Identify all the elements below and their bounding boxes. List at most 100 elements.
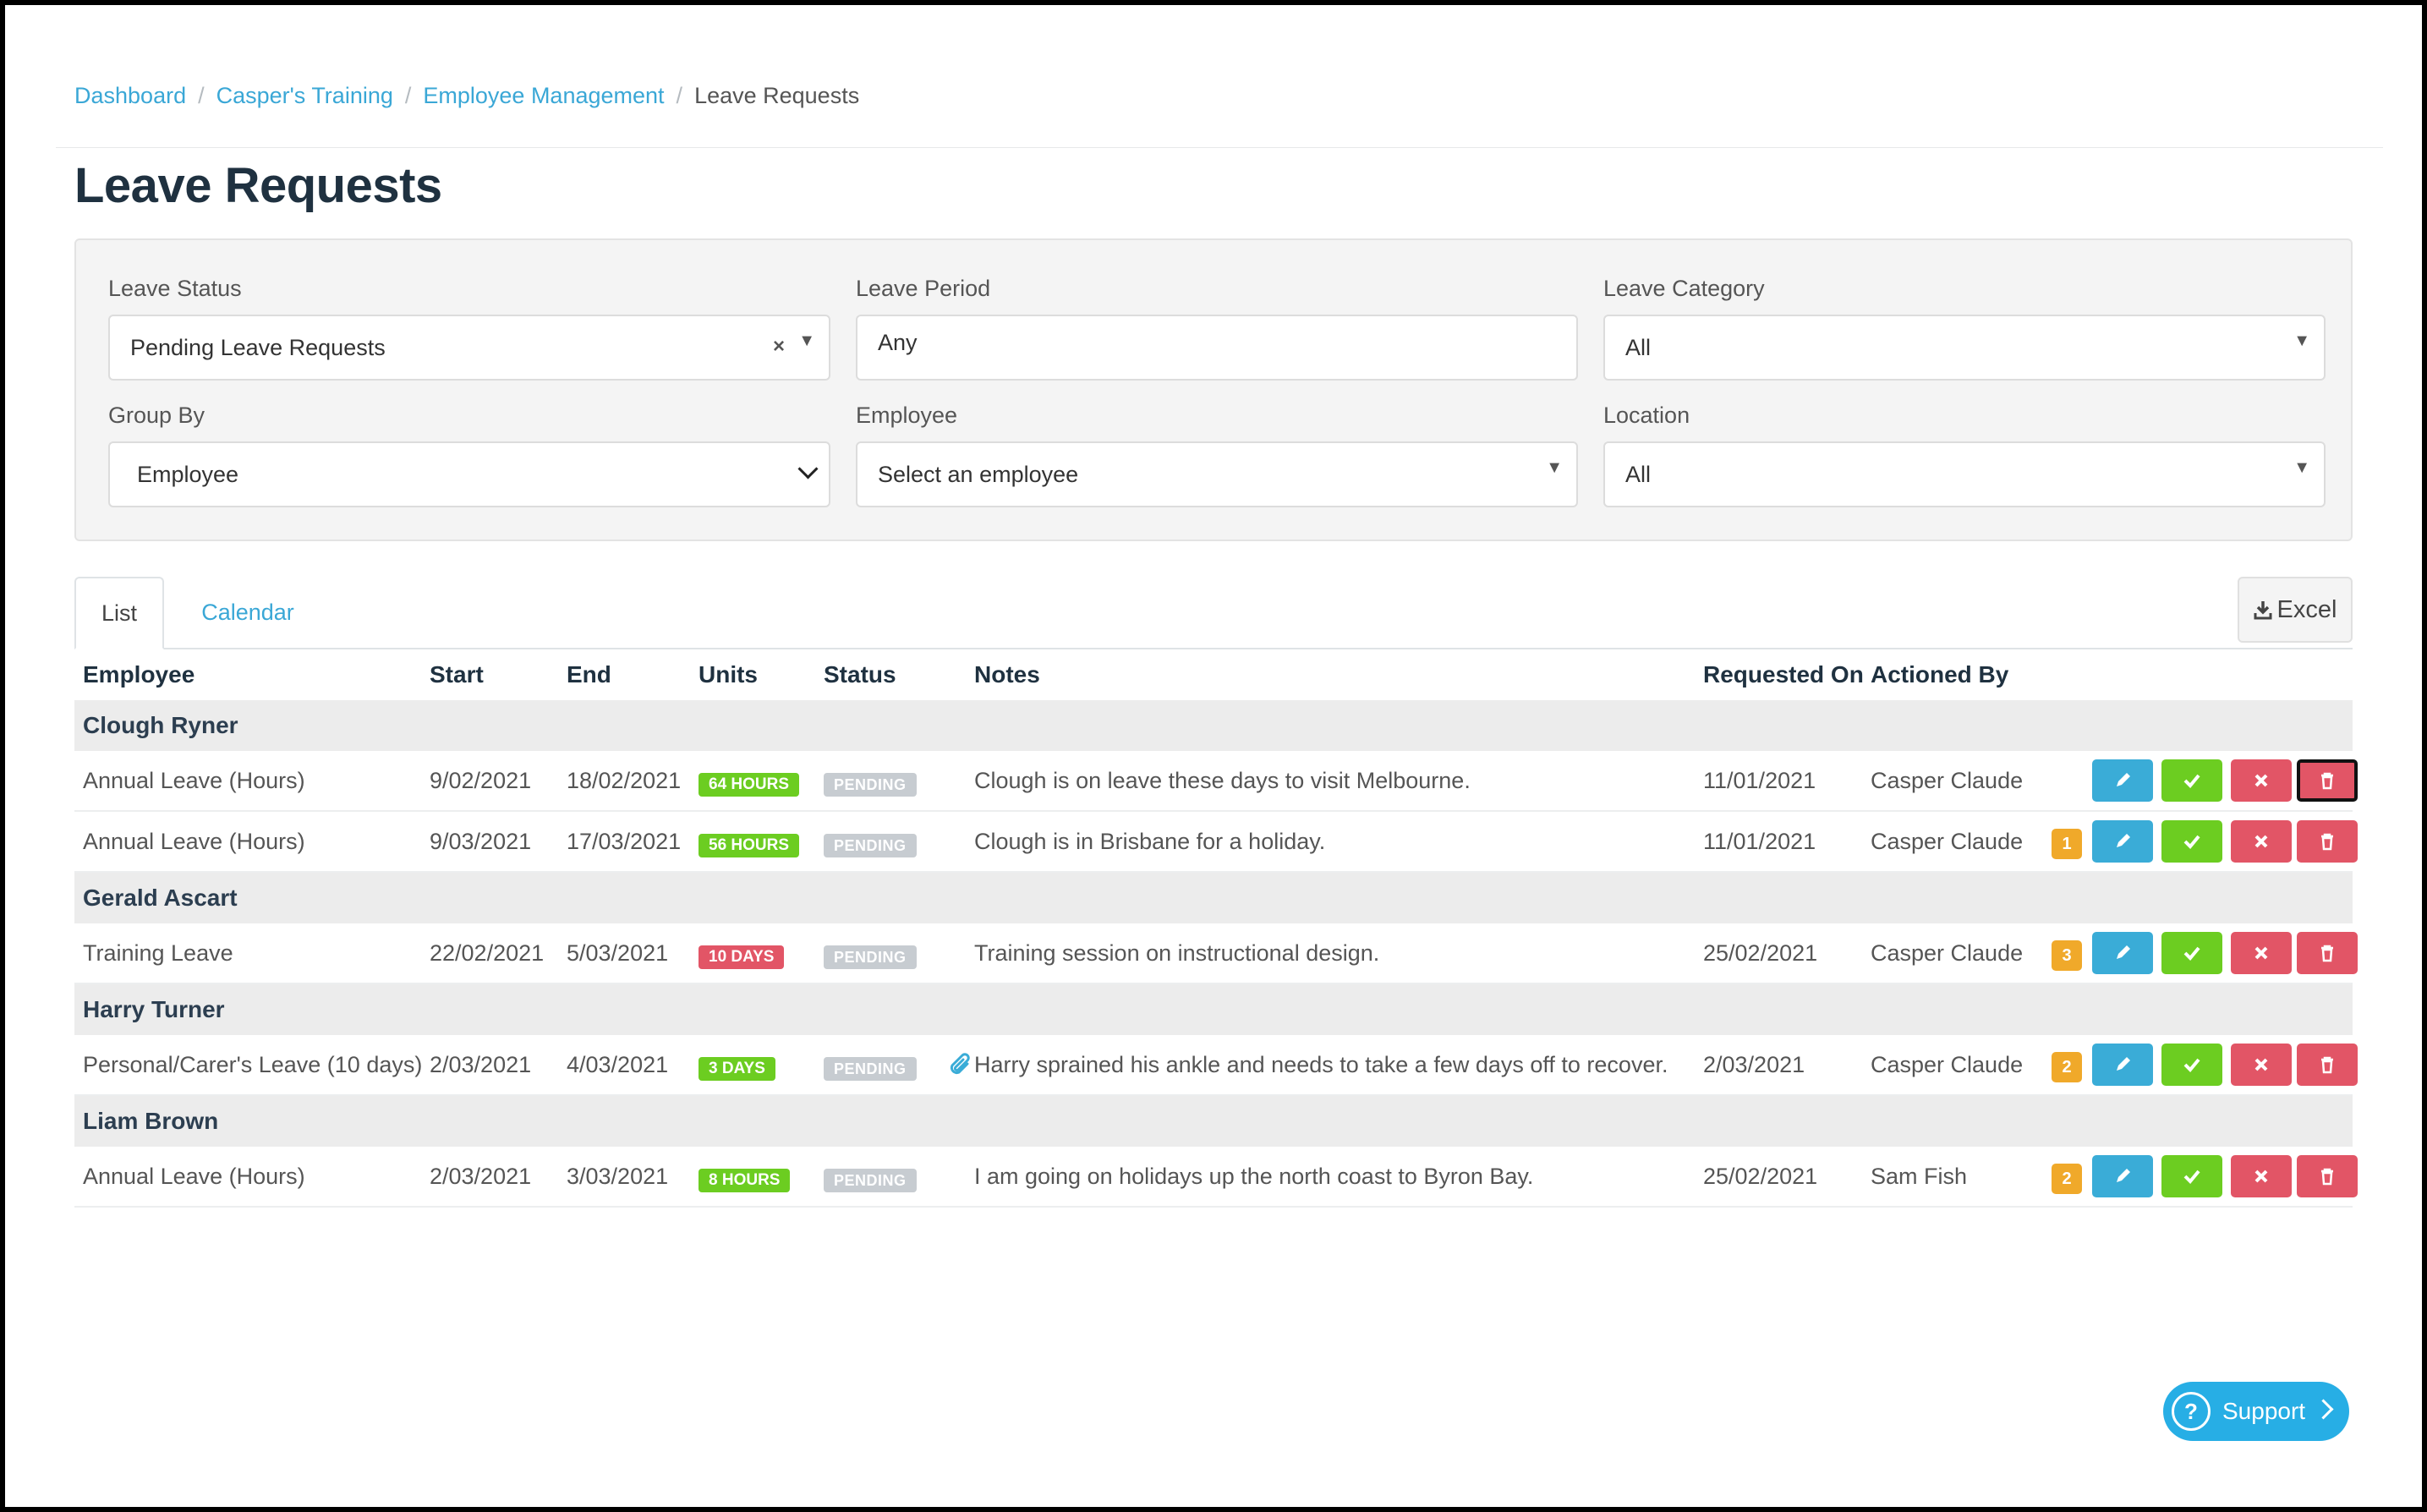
excel-export-button[interactable]: Excel [2238,577,2353,643]
status-badge: PENDING [824,945,917,969]
edit-button[interactable] [2092,932,2153,974]
group-row: Harry Turner [74,984,2353,1035]
tab-list[interactable]: List [74,577,164,649]
units-badge: 8 HOURS [699,1169,791,1192]
column-header-end[interactable]: End [567,661,611,688]
decline-button[interactable] [2231,759,2292,802]
edit-button[interactable] [2092,759,2153,802]
column-header-actioned-by[interactable]: Actioned By [1871,661,2009,688]
history-count-badge[interactable]: 1 [2052,829,2082,859]
actioned-by: Casper Claude [1871,1052,2024,1077]
group-by-label: Group By [108,403,205,428]
employee-select[interactable]: Select an employee ▼ [856,441,1578,507]
approve-button[interactable] [2161,759,2222,802]
delete-button[interactable] [2297,1044,2358,1086]
notes: Training session on instructional design… [974,940,1380,966]
group-employee-name: Harry Turner [83,996,225,1022]
leave-status-label: Leave Status [108,276,242,301]
units-badge: 64 HOURS [699,773,800,797]
leave-period-label: Leave Period [856,276,991,301]
employee-placeholder: Select an employee [878,461,1079,487]
decline-button[interactable] [2231,1155,2292,1197]
actioned-by: Sam Fish [1871,1164,1968,1189]
pencil-icon [2117,1057,2130,1071]
location-value: All [1625,461,1652,487]
edit-button[interactable] [2092,1155,2153,1197]
group-row: Clough Ryner [74,700,2353,751]
column-header-notes[interactable]: Notes [974,661,1040,688]
check-icon [2183,835,2200,849]
end-date: 3/03/2021 [567,1164,669,1189]
column-header-status[interactable]: Status [824,661,896,688]
paperclip-icon[interactable] [947,1050,972,1079]
leave-status-value: Pending Leave Requests [130,334,386,360]
approve-button[interactable] [2161,1044,2222,1086]
requested-on: 2/03/2021 [1703,1052,1805,1077]
group-employee-name: Clough Ryner [83,712,238,738]
view-tabs: List Calendar Excel [74,577,2353,649]
units-badge: 3 DAYS [699,1057,775,1081]
status-badge: PENDING [824,773,917,797]
decline-button[interactable] [2231,1044,2292,1086]
actioned-by: Casper Claude [1871,829,2024,854]
notes: I am going on holidays up the north coas… [974,1164,1534,1189]
delete-button[interactable] [2297,932,2358,974]
leave-status-select[interactable]: Pending Leave Requests × ▼ [108,315,830,381]
notes: Clough is on leave these days to visit M… [974,768,1471,793]
requested-on: 11/01/2021 [1703,768,1816,793]
pencil-icon [2117,773,2130,786]
support-button[interactable]: ? Support [2163,1382,2349,1441]
start-date: 2/03/2021 [430,1052,532,1077]
end-date: 18/02/2021 [567,768,682,793]
column-header-units[interactable]: Units [699,661,758,688]
caret-down-icon: ▼ [798,331,815,350]
delete-button[interactable] [2297,1155,2358,1197]
location-select[interactable]: All ▼ [1603,441,2326,507]
breadcrumb-caspers-training[interactable]: Casper's Training [216,83,393,108]
leave-period-input[interactable]: Any [856,315,1578,381]
leave-type: Annual Leave (Hours) [83,768,305,793]
leave-type: Personal/Carer's Leave (10 days) [83,1052,423,1077]
breadcrumb-employee-management[interactable]: Employee Management [423,83,665,108]
check-icon [2183,774,2200,788]
edit-button[interactable] [2092,820,2153,863]
column-header-start[interactable]: Start [430,661,484,688]
leave-type: Annual Leave (Hours) [83,1164,305,1189]
caret-down-icon: ▼ [2293,458,2310,477]
filter-panel: Leave Status Pending Leave Requests × ▼ … [74,238,2353,541]
history-count-badge[interactable]: 2 [2052,1164,2082,1194]
column-header-employee[interactable]: Employee [83,661,195,688]
approve-button[interactable] [2161,932,2222,974]
decline-button[interactable] [2231,820,2292,863]
group-employee-name: Liam Brown [83,1108,219,1134]
group-by-select[interactable]: Employee [108,441,830,507]
approve-button[interactable] [2161,1155,2222,1197]
breadcrumb: Dashboard / Casper's Training / Employee… [74,83,859,109]
leave-category-select[interactable]: All ▼ [1603,315,2326,381]
requested-on: 25/02/2021 [1703,940,1818,966]
history-count-badge[interactable]: 2 [2052,1052,2082,1082]
notes: Harry sprained his ankle and needs to ta… [974,1052,1668,1077]
pencil-icon [2117,1169,2130,1182]
end-date: 4/03/2021 [567,1052,669,1077]
tab-calendar[interactable]: Calendar [201,599,294,625]
delete-button[interactable] [2297,759,2358,802]
approve-button[interactable] [2161,820,2222,863]
trash-icon [2321,772,2333,790]
column-header-requested-on[interactable]: Requested On [1703,661,1864,688]
chevron-down-icon [797,458,819,479]
download-icon [2254,601,2272,620]
history-count-badge[interactable]: 3 [2052,940,2082,971]
breadcrumb-dashboard[interactable]: Dashboard [74,83,187,108]
table-row: Training Leave 22/02/2021 5/03/2021 10 D… [74,923,2358,984]
decline-button[interactable] [2231,932,2292,974]
delete-button[interactable] [2297,820,2358,863]
leave-requests-table: Employee Start End Units Status Notes Re… [74,649,2358,1208]
pencil-icon [2117,945,2130,959]
excel-label: Excel [2276,595,2337,623]
divider [56,147,2383,148]
breadcrumb-separator: / [404,83,412,108]
edit-button[interactable] [2092,1044,2153,1086]
clear-icon[interactable]: × [772,335,785,358]
requested-on: 11/01/2021 [1703,829,1816,854]
